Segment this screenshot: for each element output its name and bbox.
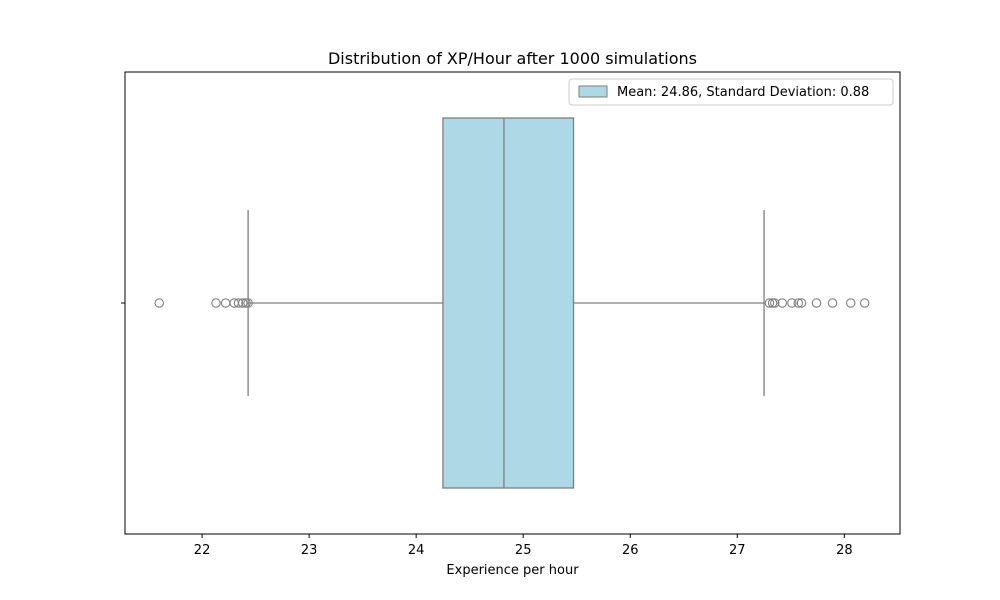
- x-tick-label: 28: [836, 543, 853, 558]
- legend-entry-label: Mean: 24.86, Standard Deviation: 0.88: [617, 85, 869, 100]
- outlier-point: [787, 298, 797, 308]
- outlier-point: [796, 298, 807, 308]
- legend: Mean: 24.86, Standard Deviation: 0.88: [568, 78, 894, 106]
- outlier-point: [846, 298, 856, 308]
- outlier-point: [827, 298, 838, 308]
- outlier-point: [793, 298, 804, 308]
- x-axis: 22 23 24 25 26 27 28: [194, 534, 853, 558]
- outlier-point: [764, 298, 775, 308]
- outlier-point: [859, 298, 870, 308]
- outlier-point: [243, 298, 253, 308]
- plot-area: [154, 117, 870, 489]
- x-tick-label: 25: [515, 543, 532, 558]
- x-tick-label: 27: [729, 543, 746, 558]
- legend-swatch: [578, 85, 608, 98]
- x-tick-label: 24: [408, 543, 425, 558]
- outlier-point: [220, 298, 231, 308]
- chart-title: Distribution of XP/Hour after 1000 simul…: [328, 49, 697, 68]
- outlier-point: [211, 298, 221, 308]
- x-tick-label: 23: [301, 543, 318, 558]
- outlier-point: [811, 298, 822, 308]
- x-tick-label: 26: [622, 543, 639, 558]
- iqr-box: [442, 117, 575, 489]
- x-tick-label: 22: [194, 543, 211, 558]
- legend-frame: [568, 78, 894, 106]
- x-axis-label: Experience per hour: [446, 563, 579, 578]
- outlier-point: [154, 298, 165, 308]
- outlier-point: [770, 298, 780, 308]
- outlier-point: [777, 298, 788, 308]
- outlier-point: [233, 298, 244, 308]
- outlier-point: [237, 298, 248, 308]
